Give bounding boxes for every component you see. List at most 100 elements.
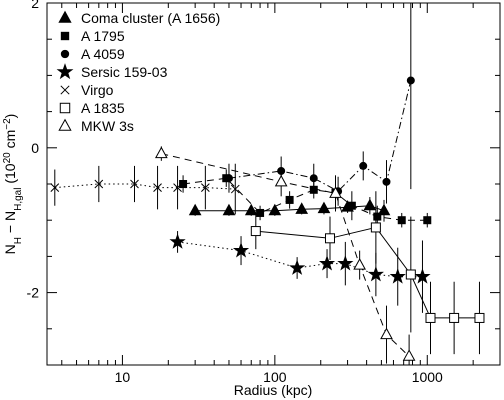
legend-marker-shape <box>60 31 70 41</box>
data-point-shape <box>329 186 342 198</box>
legend-label: A 4059 <box>81 46 125 62</box>
data-point-shape <box>402 349 416 361</box>
data-point <box>324 233 335 244</box>
data-point <box>244 203 258 216</box>
data-point-shape <box>449 312 460 323</box>
data-point <box>289 259 306 275</box>
data-point-shape <box>367 265 384 282</box>
data-point-shape <box>188 203 202 216</box>
legend-marker <box>60 85 70 95</box>
data-point-shape <box>389 268 406 284</box>
data-point-shape <box>295 202 309 214</box>
data-point-shape <box>169 233 186 249</box>
data-point-shape <box>268 203 282 216</box>
data-point <box>295 202 309 214</box>
data-point <box>230 184 240 194</box>
data-point-shape <box>363 198 377 211</box>
series-5 <box>250 191 485 355</box>
data-point-shape <box>201 183 210 192</box>
data-point-shape <box>324 233 335 244</box>
data-point <box>256 208 265 217</box>
data-point <box>406 76 415 85</box>
data-point <box>154 146 168 159</box>
series-4 <box>50 163 240 215</box>
data-point <box>474 312 485 323</box>
data-point <box>222 203 236 216</box>
data-point-shape <box>317 201 331 214</box>
data-point <box>367 265 384 282</box>
data-point-shape <box>405 269 416 280</box>
data-point <box>318 255 336 271</box>
data-point <box>353 258 366 270</box>
data-point-shape <box>232 242 250 258</box>
legend-marker <box>60 31 70 41</box>
data-point <box>50 183 60 192</box>
series-6 <box>154 146 416 365</box>
data-point-shape <box>309 174 318 183</box>
data-point <box>169 233 186 249</box>
data-point-shape <box>285 195 294 204</box>
y-axis-label: NH − NH,gal (1020 cm−2) <box>2 114 24 255</box>
x-tick-label: 100 <box>263 369 287 385</box>
data-point-shape <box>179 180 188 188</box>
y-tick-label: -2 <box>27 285 40 301</box>
data-point-shape <box>154 146 168 159</box>
data-point-shape <box>370 222 381 233</box>
data-point <box>153 183 162 192</box>
data-point <box>201 183 210 192</box>
data-point-shape <box>406 76 415 85</box>
x-tick-label: 10 <box>115 369 131 385</box>
legend-marker-shape <box>60 49 70 59</box>
legend-marker <box>59 102 71 114</box>
data-point-shape <box>224 174 233 183</box>
legend: Coma cluster (A 1656) A 1795 A 4059 Sersic … <box>56 10 220 134</box>
series-line <box>183 177 428 221</box>
data-point-shape <box>256 208 265 217</box>
data-point-shape <box>414 268 431 284</box>
data-point-shape <box>423 216 432 225</box>
data-point-shape <box>337 255 354 271</box>
data-point-shape <box>425 312 436 323</box>
data-point <box>179 180 188 188</box>
data-point-shape <box>397 216 406 225</box>
legend-label: Sersic 159-03 <box>81 64 168 80</box>
data-point <box>414 268 431 284</box>
data-point <box>285 195 294 204</box>
legend-marker-shape <box>56 63 74 80</box>
data-point <box>425 312 436 323</box>
data-point <box>337 255 354 271</box>
data-point <box>173 183 182 192</box>
data-point-shape <box>94 179 104 189</box>
data-point <box>373 212 382 221</box>
series-0 <box>188 197 391 222</box>
legend-marker <box>58 10 72 23</box>
data-point <box>188 203 202 216</box>
axis-ticks: 10 100 1000 -2 0 2 <box>27 0 501 385</box>
legend-marker <box>58 118 72 131</box>
legend-label: A 1795 <box>81 28 125 44</box>
data-point <box>329 186 342 198</box>
data-point-shape <box>382 177 391 186</box>
data-point-shape <box>347 201 356 210</box>
series-line <box>228 80 412 192</box>
data-point-shape <box>373 212 382 221</box>
data-point <box>317 201 331 214</box>
data-point <box>405 269 416 280</box>
data-point <box>94 179 104 189</box>
data-point-shape <box>380 327 393 340</box>
data-point <box>359 161 368 170</box>
legend-label: MKW 3s <box>81 118 134 134</box>
series-2 <box>224 3 415 206</box>
data-point-shape <box>244 203 258 216</box>
data-point-shape <box>222 203 236 216</box>
data-point-shape <box>250 226 261 237</box>
legend-marker-shape <box>59 102 71 114</box>
data-point <box>389 268 406 284</box>
data-point <box>250 226 261 237</box>
data-point-shape <box>359 161 368 170</box>
series-line <box>161 153 410 357</box>
legend-label: Coma cluster (A 1656) <box>81 10 220 26</box>
data-point <box>268 203 282 216</box>
data-point <box>402 349 416 361</box>
